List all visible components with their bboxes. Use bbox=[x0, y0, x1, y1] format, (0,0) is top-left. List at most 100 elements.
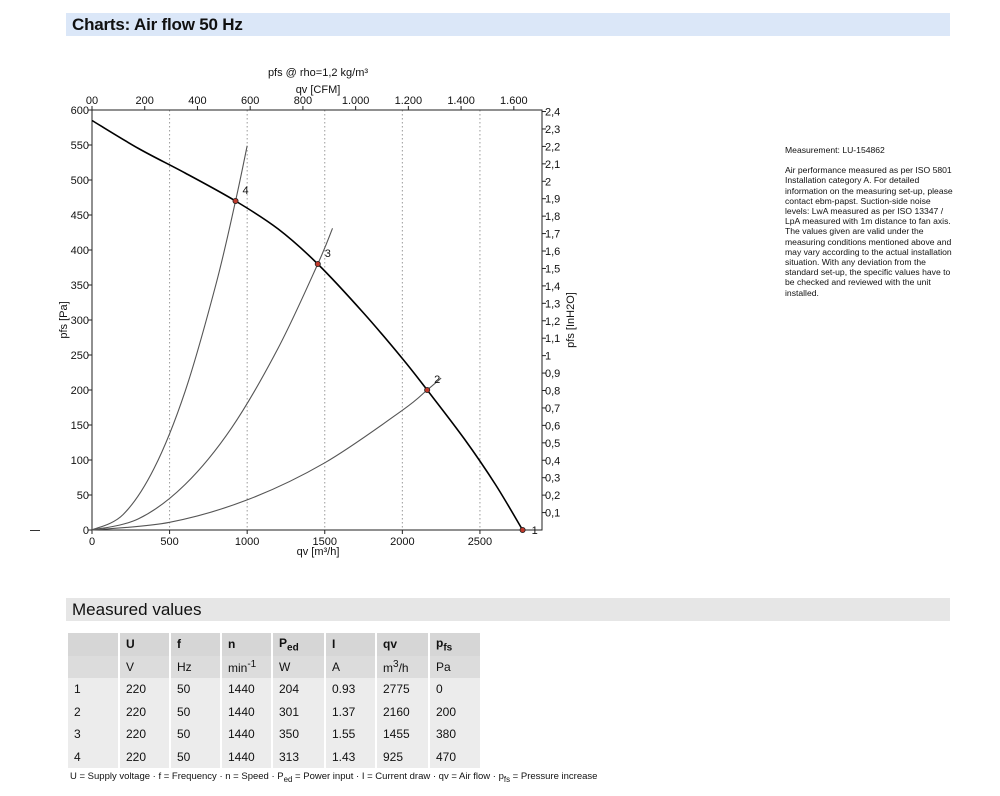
table-header-cell: pfs bbox=[430, 633, 480, 656]
x-tick-label: 1500 bbox=[313, 536, 337, 548]
fan-curve bbox=[91, 119, 524, 531]
y2-tick-label: 0,8 bbox=[545, 386, 560, 398]
operating-point-4 bbox=[232, 197, 239, 204]
table-unit-cell: A bbox=[326, 655, 375, 678]
y2-tick-label: 1,5 bbox=[545, 263, 560, 275]
x-tick-label: 0 bbox=[89, 536, 95, 548]
x2-tick-label: 600 bbox=[241, 95, 259, 107]
table-cell: 2 bbox=[68, 700, 118, 723]
chart-grid bbox=[169, 110, 481, 530]
table-unit-cell: Pa bbox=[430, 655, 480, 678]
table-header-cell: qv bbox=[377, 633, 428, 656]
x2-tick-label: 1.200 bbox=[395, 95, 423, 107]
operating-point-label: 2 bbox=[434, 374, 440, 386]
table-header-cell: I bbox=[326, 633, 375, 656]
y-tick-label: 400 bbox=[71, 245, 89, 257]
y2-tick-label: 1,9 bbox=[545, 194, 560, 206]
x2-tick-label: 400 bbox=[188, 95, 206, 107]
system-curve-3 bbox=[91, 228, 334, 531]
y2-tick-label: 2,1 bbox=[545, 159, 560, 171]
table-cell: 0 bbox=[430, 678, 480, 701]
x-tick-label: 500 bbox=[160, 536, 178, 548]
y-tick-label: 100 bbox=[71, 455, 89, 467]
table-cell: 220 bbox=[120, 678, 169, 701]
x2-tick-label: 1.600 bbox=[500, 95, 528, 107]
operating-point-label: 4 bbox=[243, 185, 249, 197]
legend-subscript: fs bbox=[503, 774, 511, 784]
y2-tick-label: 0,3 bbox=[545, 473, 560, 485]
y2-tick-label: 1,7 bbox=[545, 229, 560, 241]
table-unit-cell bbox=[68, 655, 118, 678]
x2-axis-label: qv [CFM] bbox=[296, 84, 341, 96]
x-tick-label: 2000 bbox=[390, 536, 414, 548]
table-header-cell: Ped bbox=[273, 633, 324, 656]
subscript: fs bbox=[443, 641, 453, 653]
operating-point-label: 1 bbox=[532, 525, 538, 537]
y-tick-label: 600 bbox=[71, 105, 89, 117]
table-cell: 470 bbox=[430, 745, 480, 768]
operating-point-2 bbox=[424, 386, 431, 393]
measurement-reference: Measurement: LU-154862 bbox=[785, 145, 885, 155]
x2-tick-label: 200 bbox=[136, 95, 154, 107]
superscript: 3 bbox=[393, 658, 399, 670]
chart-title: pfs @ rho=1,2 kg/m³ bbox=[268, 67, 368, 79]
operating-point-1 bbox=[519, 527, 526, 534]
table-cell: 1440 bbox=[222, 678, 271, 701]
y2-tick-label: 1 bbox=[545, 351, 551, 363]
x-tick-label: 2500 bbox=[468, 536, 492, 548]
table-cell: 1 bbox=[68, 678, 118, 701]
x-axis-label: qv [m³/h] bbox=[297, 546, 340, 558]
table-cell: 220 bbox=[120, 745, 169, 768]
table-row: 2 220 50 1440 301 1.37 2160 200 bbox=[68, 700, 480, 723]
y2-tick-label: 2,4 bbox=[545, 107, 560, 119]
y2-tick-label: 1,4 bbox=[545, 281, 560, 293]
table-cell: 2160 bbox=[377, 700, 428, 723]
y-tick-label: 150 bbox=[71, 420, 89, 432]
table-cell: 204 bbox=[273, 678, 324, 701]
y2-tick-label: 2,2 bbox=[545, 141, 560, 153]
operating-point-label: 3 bbox=[325, 248, 331, 260]
y-tick-label: 0 bbox=[83, 525, 89, 537]
table-cell: 220 bbox=[120, 700, 169, 723]
y2-tick-label: 0,5 bbox=[545, 438, 560, 450]
table-cell: 50 bbox=[171, 678, 220, 701]
table-cell: 50 bbox=[171, 700, 220, 723]
chart-series bbox=[91, 119, 524, 531]
x2-tick-label: 800 bbox=[294, 95, 312, 107]
table-header-cell: n bbox=[222, 633, 271, 656]
y-tick-label: 250 bbox=[71, 350, 89, 362]
x2-tick-label: 00 bbox=[86, 95, 98, 107]
table-row: 4 220 50 1440 313 1.43 925 470 bbox=[68, 745, 480, 768]
operating-point-3 bbox=[314, 260, 321, 267]
y-tick-label: 300 bbox=[71, 315, 89, 327]
y2-tick-label: 0,2 bbox=[545, 490, 560, 502]
measurement-description: Air performance measured as per ISO 5801… bbox=[785, 165, 953, 298]
measurement-notes: Measurement: LU-154862 Air performance m… bbox=[785, 145, 955, 298]
margin-dash bbox=[30, 530, 40, 531]
table-cell: 200 bbox=[430, 700, 480, 723]
y2-tick-label: 0,9 bbox=[545, 368, 560, 380]
table-unit-cell: V bbox=[120, 655, 169, 678]
table-cell: 1.43 bbox=[326, 745, 375, 768]
table-cell: 2775 bbox=[377, 678, 428, 701]
system-curve-2 bbox=[91, 377, 442, 531]
y2-tick-label: 1,3 bbox=[545, 298, 560, 310]
y-tick-label: 550 bbox=[71, 140, 89, 152]
table-cell: 350 bbox=[273, 723, 324, 746]
table-cell: 50 bbox=[171, 745, 220, 768]
y-tick-label: 450 bbox=[71, 210, 89, 222]
table-unit-cell: W bbox=[273, 655, 324, 678]
table-cell: 380 bbox=[430, 723, 480, 746]
table-cell: 220 bbox=[120, 723, 169, 746]
table-unit-cell: min-1 bbox=[222, 655, 271, 678]
y-axis-label: pfs [Pa] bbox=[58, 301, 70, 338]
y2-tick-label: 2,3 bbox=[545, 124, 560, 136]
y-tick-label: 500 bbox=[71, 175, 89, 187]
y-tick-label: 200 bbox=[71, 385, 89, 397]
y2-tick-label: 0,6 bbox=[545, 420, 560, 432]
table-cell: 1440 bbox=[222, 745, 271, 768]
table-header-cell: U bbox=[120, 633, 169, 656]
y2-tick-label: 0,7 bbox=[545, 403, 560, 415]
